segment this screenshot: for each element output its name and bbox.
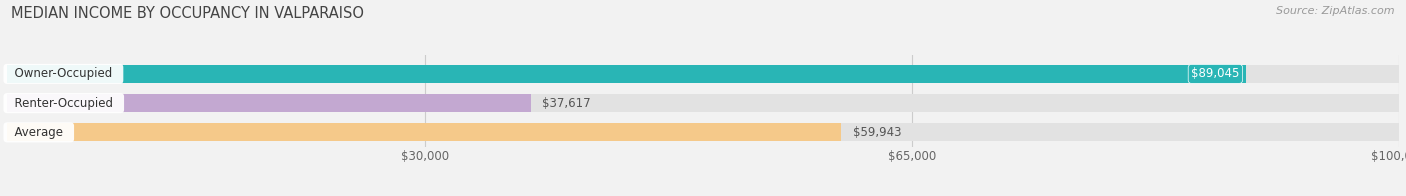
- Bar: [7, 65, 1247, 83]
- Text: $89,045: $89,045: [1191, 67, 1240, 80]
- Bar: [7, 94, 1399, 112]
- Text: Source: ZipAtlas.com: Source: ZipAtlas.com: [1277, 6, 1395, 16]
- Bar: [7, 94, 530, 112]
- Text: $37,617: $37,617: [541, 97, 591, 110]
- Text: $59,943: $59,943: [852, 126, 901, 139]
- Bar: [7, 123, 841, 142]
- Text: Average: Average: [7, 126, 70, 139]
- Text: Owner-Occupied: Owner-Occupied: [7, 67, 120, 80]
- Bar: [7, 65, 1399, 83]
- Text: MEDIAN INCOME BY OCCUPANCY IN VALPARAISO: MEDIAN INCOME BY OCCUPANCY IN VALPARAISO: [11, 6, 364, 21]
- Bar: [7, 123, 1399, 142]
- Text: Renter-Occupied: Renter-Occupied: [7, 97, 121, 110]
